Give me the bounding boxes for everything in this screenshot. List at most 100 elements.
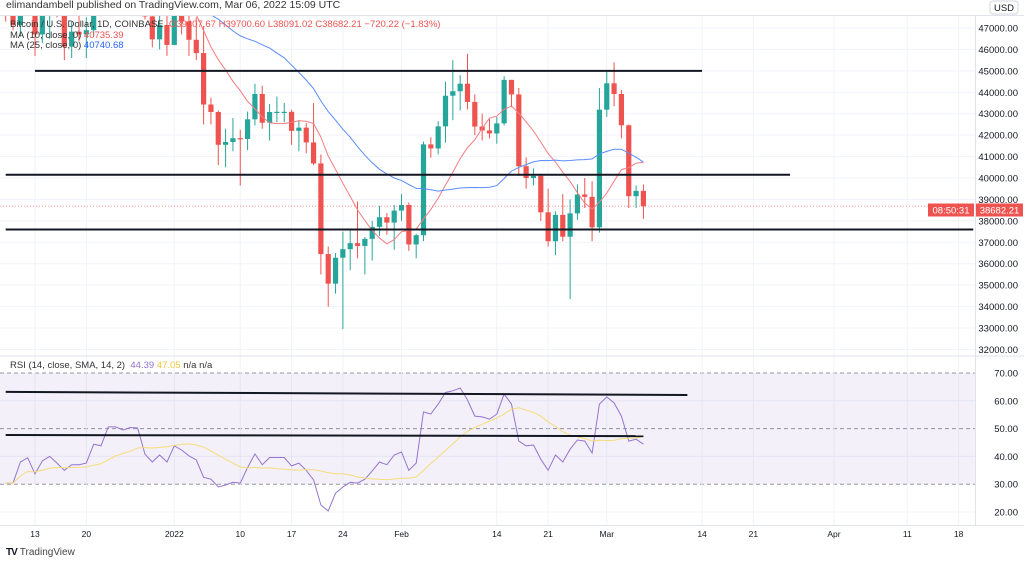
candle-up[interactable] — [501, 79, 507, 124]
rsi-pane[interactable] — [5, 387, 688, 512]
candle-up[interactable] — [391, 210, 397, 223]
candle-down[interactable] — [76, 31, 82, 35]
rsi-legend[interactable]: RSI (14, close, SMA, 14, 2) 44.39 47.05 … — [10, 360, 212, 371]
candle-down[interactable] — [508, 79, 515, 95]
candle-down[interactable] — [582, 194, 588, 197]
candle-down[interactable] — [472, 101, 478, 127]
candle-up[interactable] — [435, 126, 441, 149]
candle-down[interactable] — [32, 0, 38, 35]
candle-up[interactable] — [281, 111, 287, 113]
candle-up[interactable] — [457, 83, 463, 92]
candle-up[interactable] — [574, 194, 581, 214]
tradingview-logo[interactable]: TV TradingView — [6, 547, 75, 558]
candle-down[interactable] — [589, 196, 595, 228]
symbol-name[interactable]: Bitcoin / U.S. Dollar, 1D, COINBASE — [10, 19, 164, 30]
candle-down[interactable] — [215, 112, 221, 145]
candle-down[interactable] — [545, 212, 551, 242]
candle-down[interactable] — [618, 94, 625, 126]
candle-down[interactable] — [186, 21, 192, 40]
candle-up[interactable] — [596, 109, 603, 228]
candle-down[interactable] — [193, 39, 199, 54]
last-price-label: 38682.21 08:50:31 — [928, 203, 1023, 217]
ma10-line[interactable] — [72, 0, 644, 245]
candle-down[interactable] — [61, 14, 67, 47]
candle-down[interactable] — [325, 254, 331, 284]
candle-down[interactable] — [640, 190, 647, 207]
candle-up[interactable] — [17, 0, 23, 25]
candle-down[interactable] — [354, 243, 361, 246]
candle-up[interactable] — [398, 205, 405, 211]
candle-down[interactable] — [464, 83, 471, 102]
candle-up[interactable] — [633, 190, 639, 197]
candle-down[interactable] — [149, 16, 155, 40]
rsi-trend-line[interactable] — [5, 433, 644, 438]
candle-up[interactable] — [420, 144, 427, 236]
candle-down[interactable] — [523, 166, 529, 179]
candle-up[interactable] — [332, 257, 339, 284]
ma10-legend-row[interactable]: MA (10, close, 0) 40735.39 — [10, 30, 440, 42]
candle-up[interactable] — [244, 119, 251, 140]
candle-up[interactable] — [413, 235, 419, 245]
rsi-trend-line[interactable] — [5, 390, 688, 396]
rsi-label: RSI (14, close, SMA, 14, 2) — [10, 360, 126, 371]
rsi-tick-label: 20.00 — [994, 508, 1018, 519]
candle-down[interactable] — [3, 0, 9, 16]
candle-up[interactable] — [376, 217, 383, 227]
rsi-line[interactable] — [5, 387, 644, 512]
candle-down[interactable] — [486, 130, 493, 134]
candle-up[interactable] — [91, 0, 97, 31]
candle-down[interactable] — [310, 142, 317, 164]
candle-down[interactable] — [288, 111, 295, 131]
candle-up[interactable] — [266, 112, 273, 123]
candle-down[interactable] — [179, 12, 185, 22]
candle-up[interactable] — [450, 91, 456, 96]
candle-up[interactable] — [69, 31, 75, 47]
candle-down[interactable] — [164, 24, 170, 45]
candle-up[interactable] — [369, 226, 375, 239]
ma25-line[interactable] — [182, 2, 644, 192]
candle-up[interactable] — [157, 24, 163, 40]
candle-up[interactable] — [223, 142, 229, 145]
time-axis[interactable]: 13 20 2022 10 17 24 Feb 14 21 Mar 14 21 Apr 11 18 — [30, 529, 963, 539]
candle-down[interactable] — [428, 144, 434, 149]
candle-down[interactable] — [611, 83, 617, 95]
candle-up[interactable] — [530, 175, 537, 179]
candle-down[interactable] — [208, 104, 214, 113]
candle-down[interactable] — [201, 53, 207, 105]
candle-up[interactable] — [604, 83, 610, 110]
candle-up[interactable] — [494, 123, 500, 134]
candle-down[interactable] — [384, 217, 390, 223]
candle-down[interactable] — [54, 0, 59, 14]
candle-up[interactable] — [274, 111, 280, 113]
candle-down[interactable] — [318, 163, 324, 255]
candle-down[interactable] — [626, 125, 632, 197]
candle-up[interactable] — [83, 30, 89, 35]
rsi-axis[interactable]: 70.00 60.00 50.00 40.00 30.00 20.00 — [994, 369, 1018, 519]
candle-up[interactable] — [252, 94, 258, 120]
candle-up[interactable] — [296, 127, 302, 131]
price-pane[interactable] — [0, 0, 975, 330]
currency-badge[interactable]: USD — [989, 0, 1019, 15]
candle-up[interactable] — [567, 213, 573, 237]
candle-up[interactable] — [340, 249, 346, 258]
candle-up[interactable] — [362, 238, 368, 246]
candle-down[interactable] — [303, 127, 309, 143]
candle-down[interactable] — [10, 15, 16, 25]
candle-up[interactable] — [171, 12, 177, 45]
price-axis[interactable]: 47000.00 46000.00 45000.00 44000.00 43000.00… — [978, 24, 1018, 356]
candle-up[interactable] — [347, 243, 353, 250]
candle-up[interactable] — [230, 138, 236, 143]
candle-down[interactable] — [259, 94, 265, 123]
candle-down[interactable] — [516, 94, 522, 167]
candle-up[interactable] — [442, 95, 449, 127]
candle-down[interactable] — [406, 205, 412, 245]
candle-up[interactable] — [552, 214, 559, 242]
candle-down[interactable] — [560, 214, 566, 237]
candle-up[interactable] — [39, 0, 45, 35]
candle-down[interactable] — [237, 138, 243, 140]
candle-down[interactable] — [142, 0, 148, 17]
candle-down[interactable] — [538, 175, 544, 213]
rsi-ma-line[interactable] — [5, 407, 644, 484]
ma25-legend-row[interactable]: MA (25, close, 0) 40740.68 — [10, 41, 440, 52]
